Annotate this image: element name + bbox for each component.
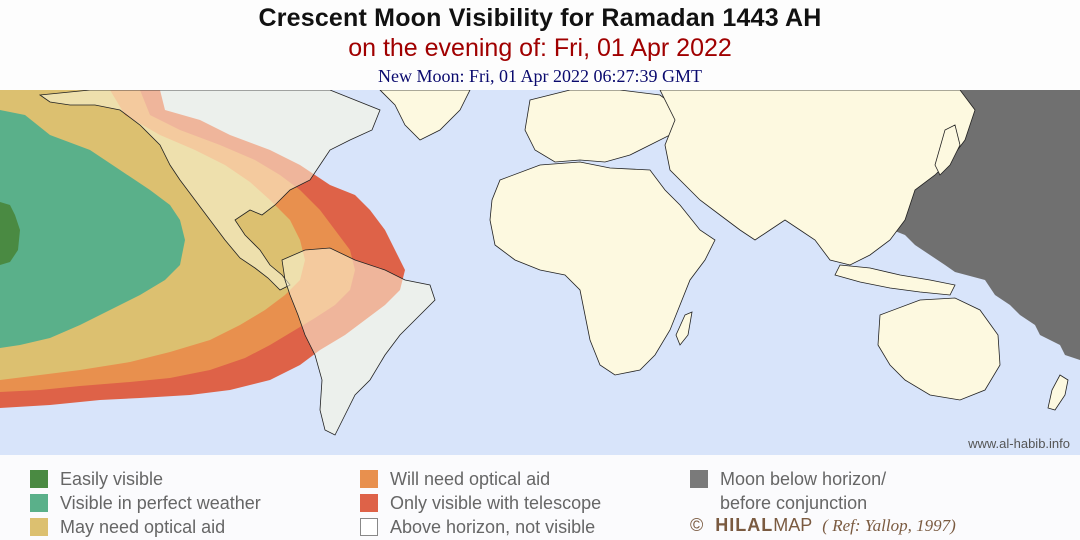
new-zealand bbox=[1047, 374, 1069, 411]
swatch-below-horizon bbox=[690, 470, 708, 488]
map-credit: www.al-habib.info bbox=[968, 436, 1070, 451]
new-moon-time: New Moon: Fri, 01 Apr 2022 06:27:39 GMT bbox=[378, 66, 702, 86]
legend-label: May need optical aid bbox=[60, 516, 226, 537]
legend-label: Visible in perfect weather bbox=[60, 492, 261, 513]
legend-item-below-horizon: Moon below horizon/ bbox=[690, 468, 886, 490]
legend-item-perfect-weather: Visible in perfect weather bbox=[30, 492, 261, 514]
africa bbox=[489, 161, 716, 376]
legend-label: Moon below horizon/ bbox=[720, 468, 887, 489]
legend-item-easily-visible: Easily visible bbox=[30, 468, 163, 490]
legend-item-below-horizon-cont: before conjunction bbox=[720, 492, 867, 514]
legend-label: before conjunction bbox=[720, 492, 868, 513]
evening-date: on the evening of: Fri, 01 Apr 2022 bbox=[348, 34, 732, 62]
legend-label: Will need optical aid bbox=[390, 468, 551, 489]
zone-easily-visible bbox=[0, 202, 20, 265]
japan bbox=[934, 124, 961, 176]
swatch-above-horizon bbox=[360, 518, 378, 536]
legend-label: Easily visible bbox=[60, 468, 164, 489]
header: Crescent Moon Visibility for Ramadan 144… bbox=[0, 0, 1080, 90]
land-masses bbox=[38, 90, 1069, 436]
page-title: Crescent Moon Visibility for Ramadan 144… bbox=[258, 4, 822, 32]
legend-item-will-need-optical: Will need optical aid bbox=[360, 468, 550, 490]
legend-item-above-horizon: Above horizon, not visible bbox=[360, 516, 595, 538]
asia bbox=[659, 90, 976, 266]
hilalmap-credit: © HILAL MAP ( Ref: Yallop, 1997) bbox=[690, 515, 956, 536]
swatch-will-need-optical bbox=[360, 470, 378, 488]
legend-label: Only visible with telescope bbox=[390, 492, 602, 513]
legend-label: Above horizon, not visible bbox=[390, 516, 596, 537]
brand-hilal: HILAL bbox=[715, 515, 774, 535]
swatch-telescope-only bbox=[360, 494, 378, 512]
europe bbox=[524, 90, 681, 163]
indonesia bbox=[834, 264, 956, 296]
south-america bbox=[281, 247, 436, 436]
visibility-map: www.al-habib.info bbox=[0, 90, 1080, 455]
zone-perfect-weather bbox=[0, 110, 185, 348]
swatch-may-need-optical bbox=[30, 518, 48, 536]
madagascar bbox=[675, 311, 693, 346]
copyright-symbol: © bbox=[690, 515, 704, 535]
north-america bbox=[38, 90, 381, 291]
swatch-easily-visible bbox=[30, 470, 48, 488]
world-map-svg bbox=[0, 90, 1080, 455]
australia bbox=[877, 297, 1001, 401]
legend: Easily visible Visible in perfect weathe… bbox=[0, 455, 1080, 540]
reference-note: ( Ref: Yallop, 1997) bbox=[822, 516, 956, 535]
legend-item-telescope-only: Only visible with telescope bbox=[360, 492, 601, 514]
brand-map: MAP bbox=[773, 515, 813, 535]
greenland bbox=[379, 90, 471, 141]
swatch-perfect-weather bbox=[30, 494, 48, 512]
legend-item-may-need-optical: May need optical aid bbox=[30, 516, 225, 538]
